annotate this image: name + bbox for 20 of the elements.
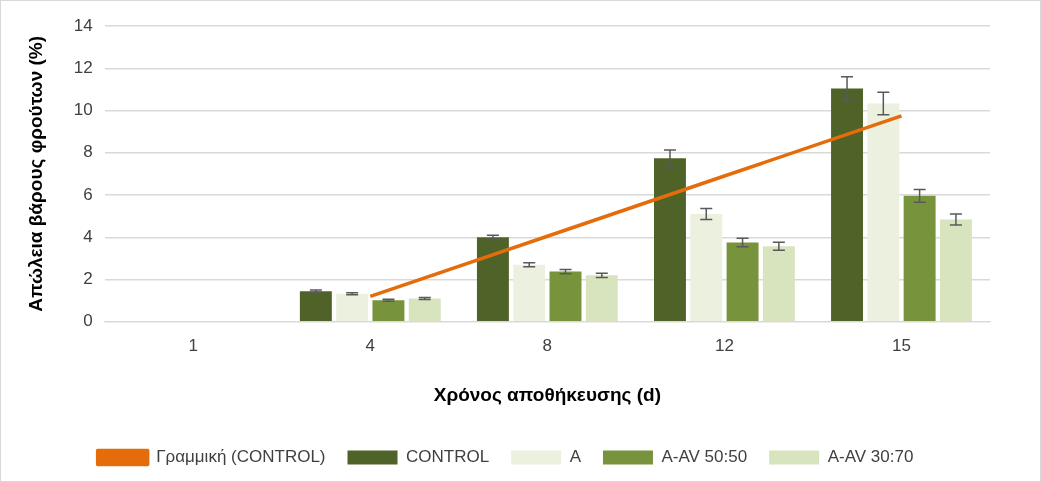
y-tick-label: 12 <box>73 57 93 77</box>
legend-label: A-AV 30:70 <box>827 447 914 467</box>
x-tick-label: 8 <box>542 335 553 355</box>
y-tick-label: 6 <box>83 184 93 204</box>
y-axis-title: Απώλεια βάρους φρούτων (%) <box>24 35 46 312</box>
x-axis-title: Χρόνος αποθήκευσης (d) <box>433 383 661 405</box>
legend-label: A <box>569 447 582 467</box>
y-tick-label: 10 <box>73 100 93 120</box>
legend-label: CONTROL <box>406 447 490 467</box>
y-tick-label: 4 <box>83 226 93 246</box>
x-tick-label: 1 <box>188 335 198 355</box>
y-tick-label: 14 <box>73 15 93 35</box>
x-tick-label: 15 <box>892 335 911 355</box>
y-tick-label: 0 <box>83 311 93 331</box>
legend-label: A-AV 50:50 <box>661 447 748 467</box>
x-tick-label: 4 <box>365 335 376 355</box>
y-tick-label: 2 <box>83 269 93 289</box>
y-tick-label: 8 <box>83 142 93 162</box>
legend-label: Γραμμική (CONTROL) <box>156 447 326 467</box>
x-tick-label: 12 <box>714 335 734 355</box>
